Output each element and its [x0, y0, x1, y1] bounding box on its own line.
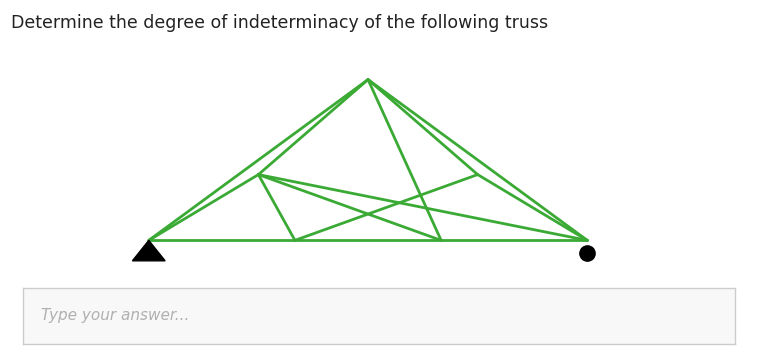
Polygon shape [133, 240, 165, 261]
Text: Determine the degree of indeterminacy of the following truss: Determine the degree of indeterminacy of… [11, 14, 549, 32]
Text: Type your answer...: Type your answer... [40, 308, 189, 323]
